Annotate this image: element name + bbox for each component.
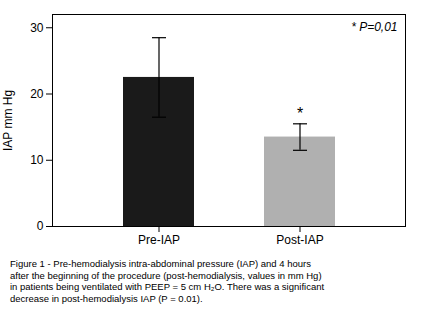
svg-text:* P=0,01: * P=0,01: [351, 20, 397, 34]
svg-text:20: 20: [30, 87, 44, 101]
svg-text:Pre-IAP: Pre-IAP: [138, 233, 180, 247]
svg-text:0: 0: [37, 219, 44, 233]
html-text:Figure 1 - Pre-hemodialysis in: Figure 1 - Pre-hemodialysis intra-abdomi…: [10, 258, 325, 304]
svg-text:Post-IAP: Post-IAP: [276, 233, 323, 247]
svg-text:IAP mm Hg: IAP mm Hg: [1, 90, 15, 151]
svg-text:30: 30: [30, 21, 44, 35]
svg-text:10: 10: [30, 153, 44, 167]
svg-text:*: *: [297, 105, 303, 122]
